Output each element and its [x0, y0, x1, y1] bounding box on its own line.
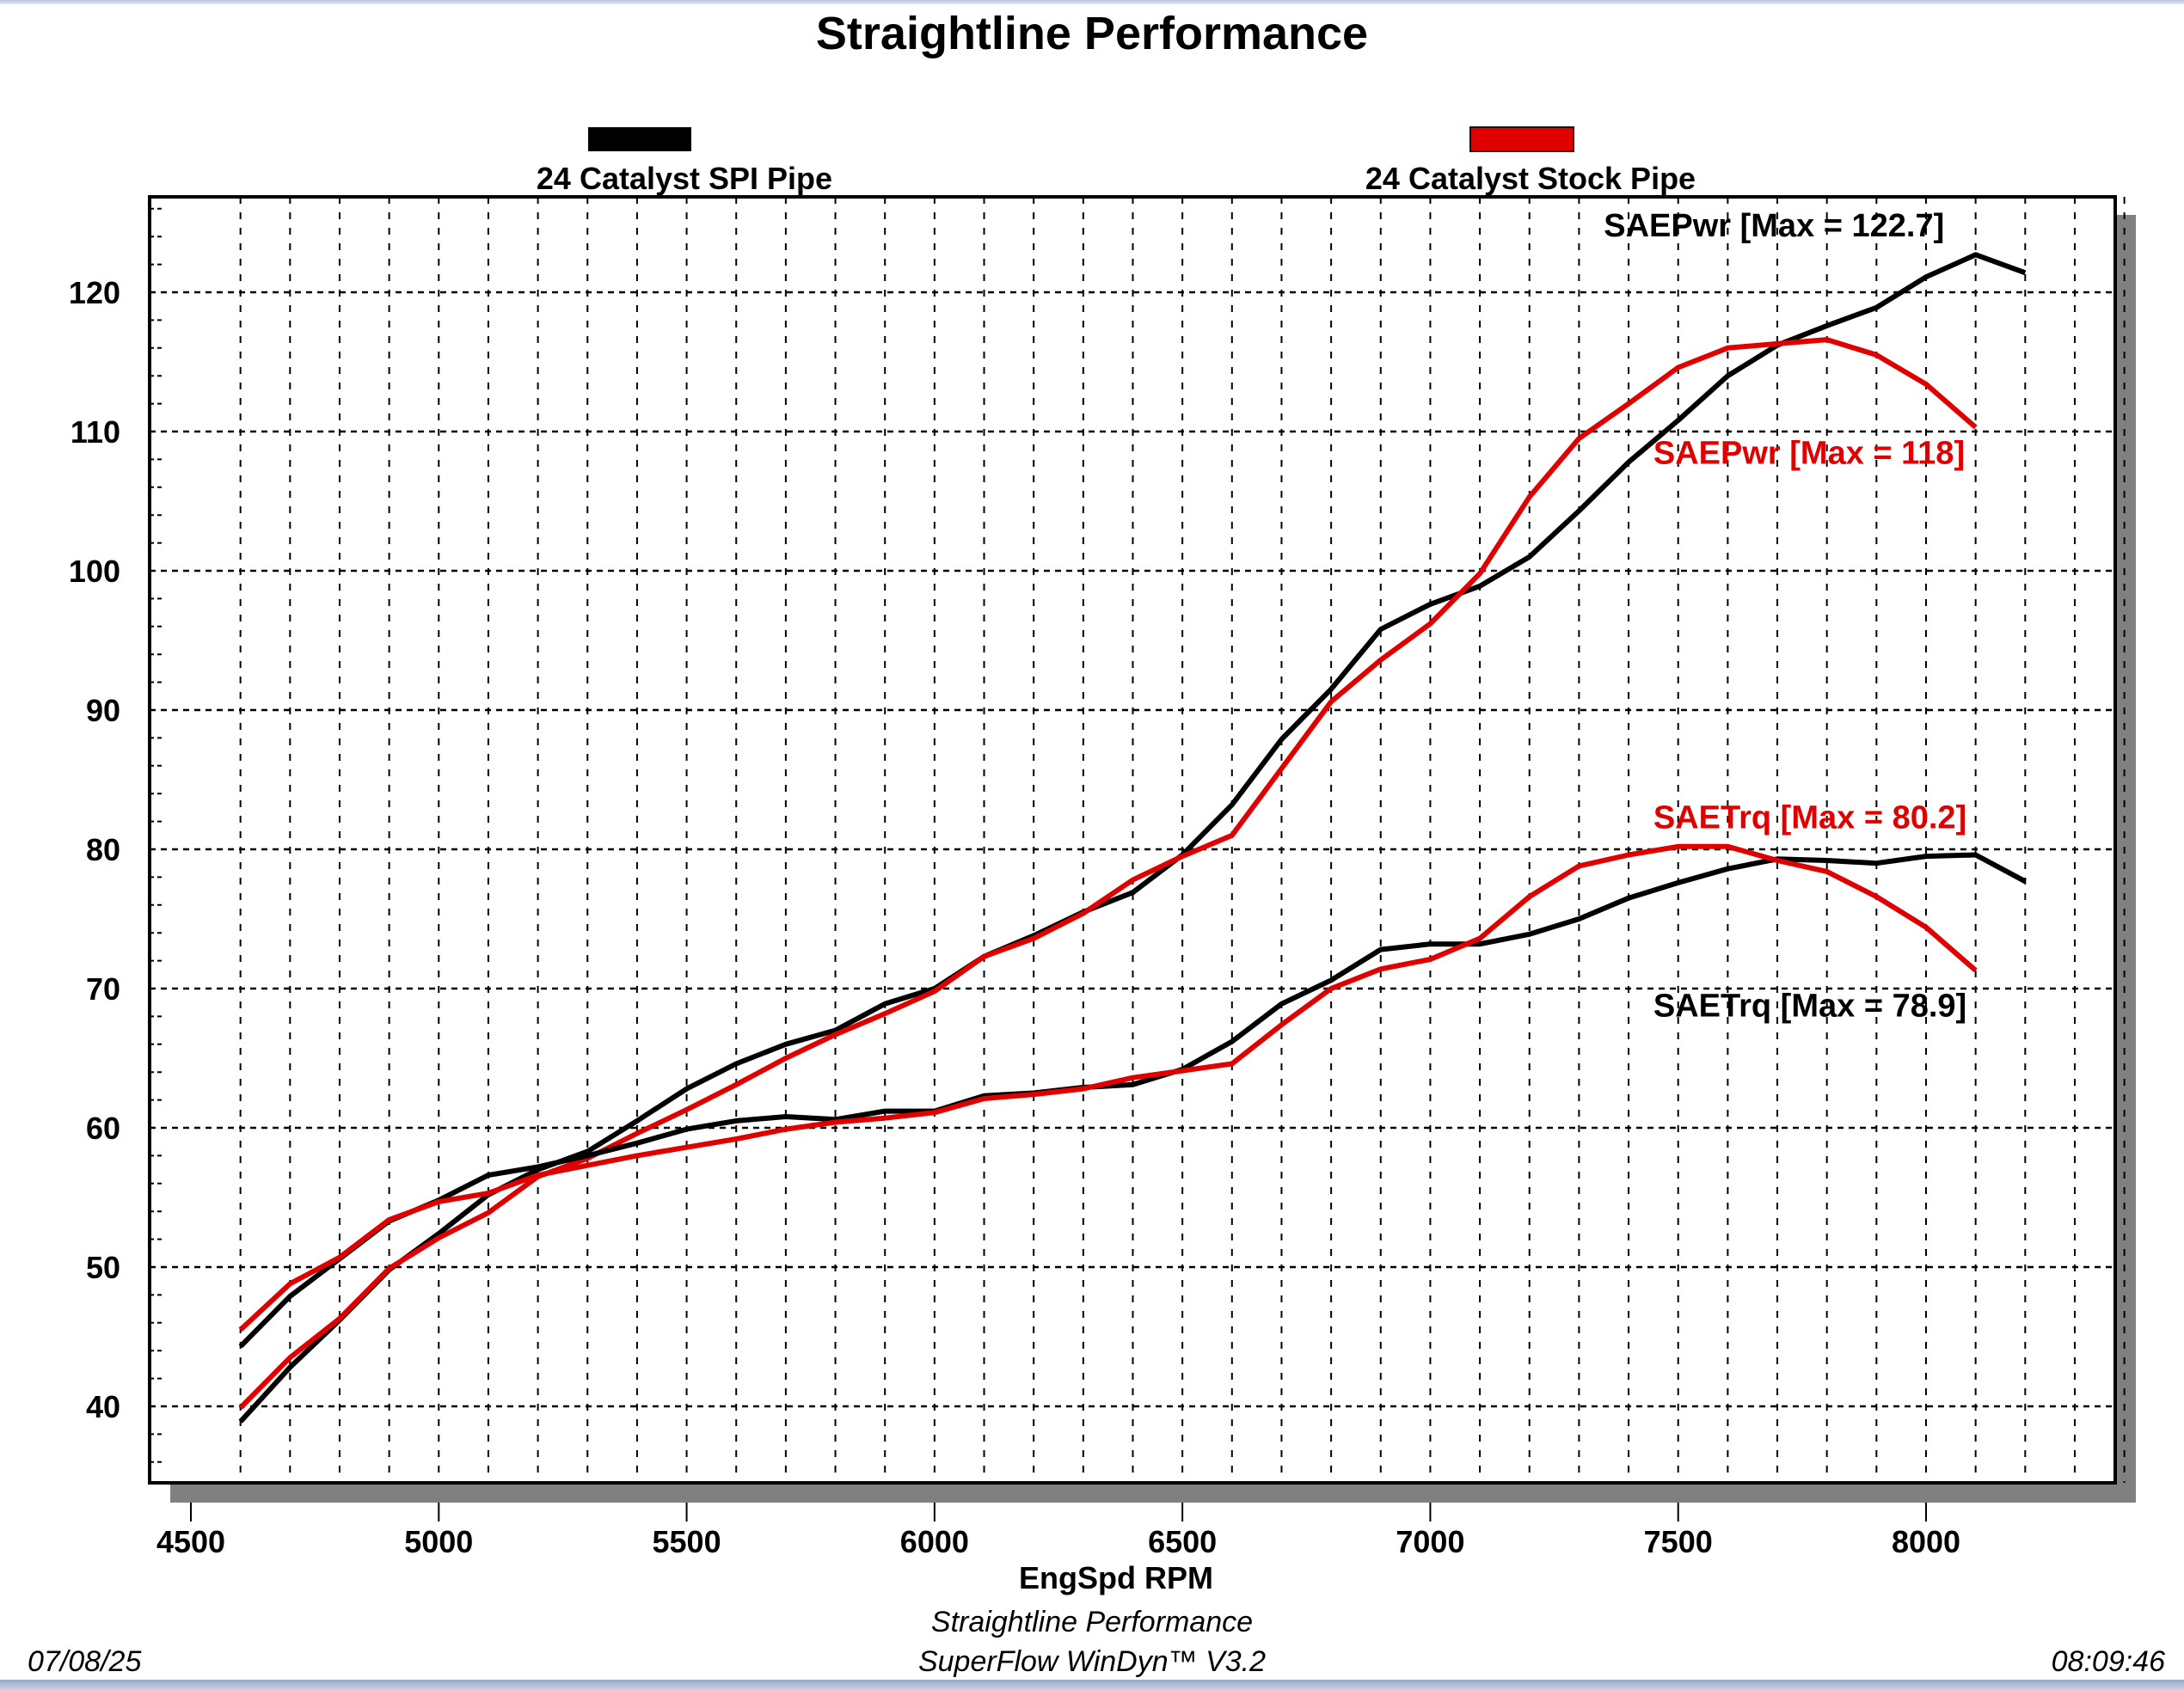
- window-bottom-border: [0, 1680, 2184, 1690]
- annotation-label: SAEPwr [Max = 122.7]: [1604, 208, 1944, 244]
- series-line-3: [238, 843, 1978, 1332]
- y-tick-label: 60: [86, 1111, 120, 1146]
- legend-swatch: [1469, 126, 1574, 152]
- y-tick-label: 50: [86, 1250, 120, 1285]
- x-tick-label: 5000: [404, 1524, 473, 1559]
- y-tick-label: 120: [69, 275, 120, 310]
- series-line-0: [238, 252, 2027, 1424]
- x-tick-label: 4500: [156, 1524, 225, 1559]
- x-tick-label: 6000: [900, 1524, 969, 1559]
- plot-area: [148, 195, 2117, 1485]
- series-line-1: [238, 337, 1978, 1410]
- y-tick-label: 110: [71, 414, 120, 450]
- y-tick-label: 70: [86, 971, 120, 1007]
- legend-label: 24 Catalyst SPI Pipe: [537, 161, 832, 196]
- annotation-label: SAEPwr [Max = 118]: [1653, 435, 1965, 471]
- footer-software: SuperFlow WinDyn™ V3.2: [917, 1645, 1267, 1678]
- x-tick-label: 7000: [1396, 1524, 1464, 1559]
- series-line-2: [238, 852, 2027, 1349]
- x-tick-label: 6500: [1148, 1524, 1217, 1559]
- x-axis: 4500 5000 5500 6000 6500 7000 7500 8000: [156, 1503, 1960, 1559]
- annotation-label: SAETrq [Max = 80.2]: [1653, 800, 1966, 836]
- legend-swatch: [588, 127, 691, 151]
- footer-date: 07/08/25: [28, 1645, 142, 1678]
- y-tick-label: 90: [86, 693, 120, 728]
- chart-title: Straightline Performance: [815, 8, 1369, 59]
- y-axis: 40 50 60 70 80 90 100 110 120: [69, 275, 120, 1424]
- window-top-border: [0, 0, 2184, 4]
- annotations: SAEPwr [Max = 122.7] SAEPwr [Max = 118] SA…: [1604, 208, 1966, 1024]
- x-tick-label: 7500: [1644, 1524, 1713, 1559]
- x-tick-label: 5500: [653, 1524, 721, 1559]
- legend-label: 24 Catalyst Stock Pipe: [1365, 161, 1696, 196]
- annotation-label: SAETrq [Max = 78.9]: [1653, 988, 1966, 1024]
- footer-subtitle: Straightline Performance: [930, 1606, 1254, 1638]
- y-tick-label: 40: [86, 1389, 120, 1424]
- y-tick-label: 80: [86, 832, 120, 867]
- x-axis-label: EngSpd RPM: [1019, 1560, 1213, 1595]
- footer-time: 08:09:46: [2051, 1645, 2165, 1678]
- x-tick-label: 8000: [1892, 1524, 1960, 1559]
- legend: 24 Catalyst SPI Pipe 24 Catalyst Stock Pi…: [537, 126, 1696, 196]
- y-tick-label: 100: [69, 554, 120, 589]
- series-lines: [238, 252, 2027, 1424]
- grid: [150, 197, 2126, 1483]
